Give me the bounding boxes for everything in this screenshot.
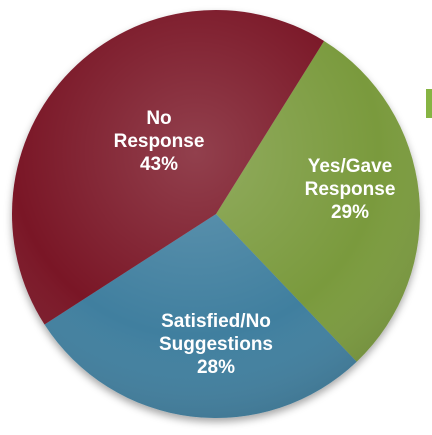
slice-label-line: Response bbox=[305, 179, 396, 200]
slice-label-line: Yes/Gave bbox=[308, 156, 393, 177]
slice-label-1: Yes/Gave Response 29% bbox=[305, 156, 396, 223]
slice-label-2: Satisfied/No Suggestions 28% bbox=[159, 311, 273, 378]
slice-label-line: Satisfied/No bbox=[161, 311, 271, 332]
slice-percent: 28% bbox=[197, 357, 235, 378]
slice-label-line: Response bbox=[114, 131, 205, 152]
slice-label-3: No Response 43% bbox=[114, 108, 205, 175]
slice-label-line: Suggestions bbox=[159, 334, 273, 355]
pie-sheen bbox=[12, 10, 420, 418]
pie-labels: Yes/Gave Response 29%Satisfied/No Suggestio… bbox=[114, 108, 396, 378]
slice-percent: 29% bbox=[331, 202, 369, 223]
edge-accent-bar bbox=[426, 89, 432, 118]
slice-percent: 43% bbox=[140, 154, 178, 175]
slice-label-line: No bbox=[146, 108, 171, 129]
